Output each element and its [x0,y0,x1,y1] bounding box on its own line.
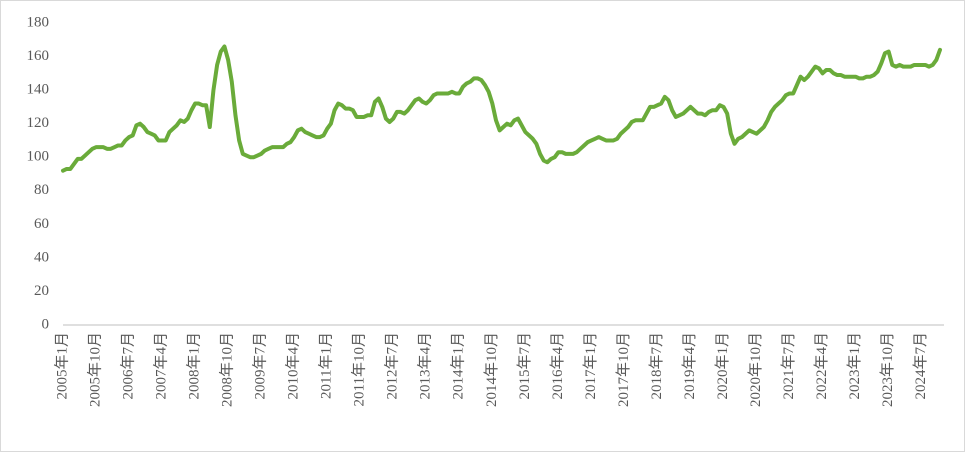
y-tick-label: 100 [27,149,50,165]
y-tick-label: 140 [27,82,50,98]
x-tick-label: 2011年1月 [318,332,335,399]
x-tick-label: 2017年10月 [615,332,632,407]
x-tick-label: 2018年7月 [648,332,665,400]
x-tick-label: 2013年4月 [417,332,434,400]
y-tick-label: 160 [27,48,50,64]
x-tick-label: 2022年4月 [813,332,830,400]
x-tick-label: 2012年7月 [384,332,401,400]
x-tick-label: 2005年1月 [53,332,70,400]
x-tick-label: 2014年10月 [483,332,500,407]
x-tick-label: 2023年10月 [879,332,896,407]
x-tick-label: 2011年10月 [351,332,368,406]
x-tick-label: 2005年10月 [86,332,103,407]
x-tick-label: 2007年4月 [153,332,170,400]
x-tick-label: 2019年4月 [681,332,698,400]
x-tick-label: 2016年4月 [549,332,566,400]
x-tick-label: 2008年1月 [186,332,203,400]
x-tick-label: 2008年10月 [219,332,236,407]
x-tick-label: 2020年1月 [714,332,731,400]
y-tick-label: 120 [27,115,50,131]
x-tick-label: 2014年1月 [450,332,467,400]
x-tick-label: 2006年7月 [119,332,136,400]
y-tick-label: 0 [42,316,50,332]
y-tick-label: 40 [34,249,49,265]
y-tick-label: 180 [27,14,50,30]
y-tick-label: 20 [34,283,49,299]
x-tick-label: 2021年7月 [780,332,797,400]
x-tick-label: 2023年1月 [846,332,863,400]
y-tick-label: 80 [34,182,49,198]
x-tick-label: 2010年4月 [285,332,302,400]
data-line [61,44,942,173]
x-tick-label: 2015年7月 [516,332,533,400]
y-tick-label: 60 [34,216,49,232]
x-tick-label: 2009年7月 [252,332,269,400]
x-tick-label: 2024年7月 [912,332,929,400]
x-tick-label: 2020年10月 [747,332,764,407]
x-tick-label: 2017年1月 [582,332,599,400]
